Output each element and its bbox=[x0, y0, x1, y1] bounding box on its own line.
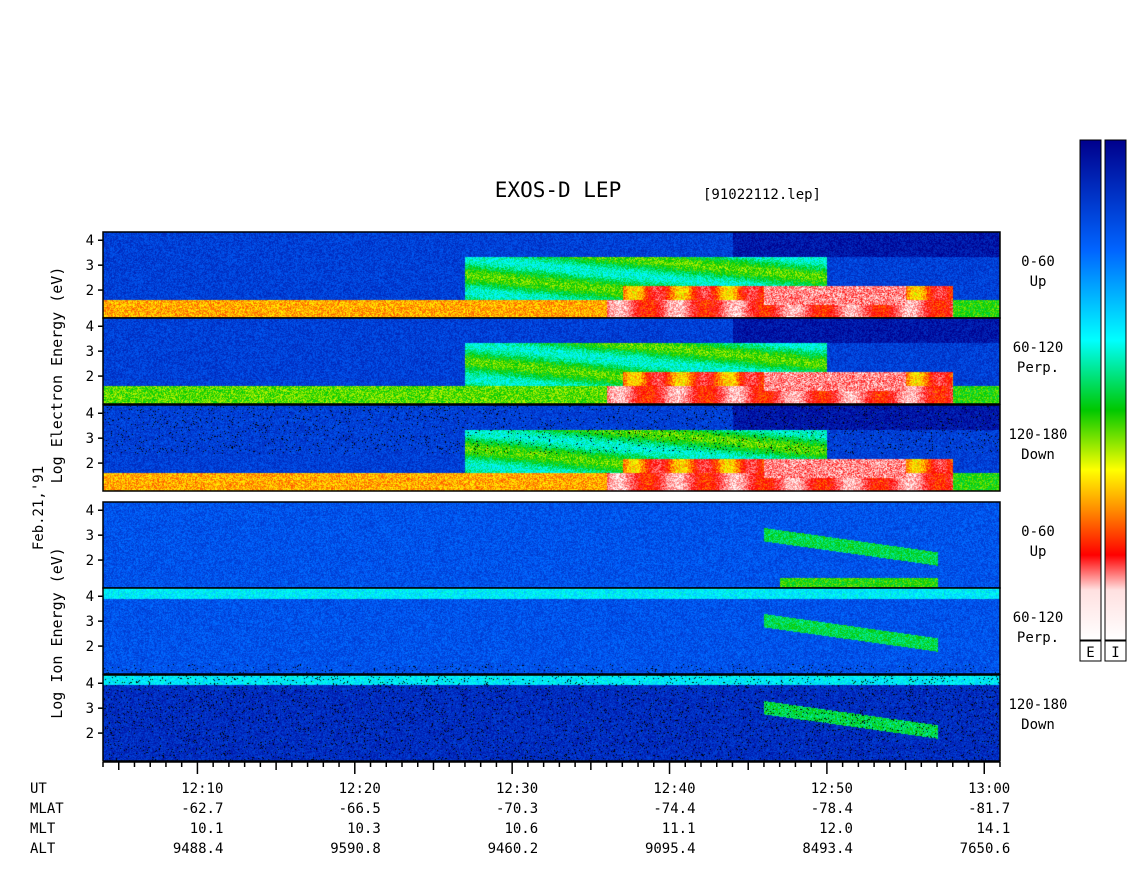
x-tick-label: 12:30 bbox=[496, 781, 538, 797]
panel-frame bbox=[102, 404, 1001, 492]
table-cell-mlt: 10.1 bbox=[190, 821, 224, 837]
pitch-label: 60-120 bbox=[1013, 610, 1064, 626]
pitch-label: 0-60 bbox=[1021, 524, 1055, 540]
y-tick-label: 3 bbox=[86, 614, 94, 630]
table-cell-mlat: -78.4 bbox=[811, 801, 853, 817]
electron-ylabel: Log Electron Energy (eV) bbox=[48, 267, 66, 484]
y-tick-label: 2 bbox=[86, 639, 94, 655]
colorbar-label-electron: E bbox=[1086, 645, 1094, 661]
ion-panel-2: 4 3 2 60-120 Perp. bbox=[86, 587, 1064, 675]
colorbar-ion bbox=[1104, 139, 1127, 641]
electron-spectrogram-3 bbox=[103, 405, 1000, 491]
ion-panel-3: 4 3 2 120-180 Down bbox=[86, 674, 1068, 762]
pitch-label: 0-60 bbox=[1021, 254, 1055, 270]
x-tick-label: 12:40 bbox=[653, 781, 695, 797]
electron-panel-3: 4 3 2 120-180 Down bbox=[86, 404, 1068, 492]
colorbar: E I bbox=[1079, 139, 1127, 662]
x-tick-label: 12:20 bbox=[339, 781, 381, 797]
table-cell-mlt: 12.0 bbox=[819, 821, 853, 837]
table-cell-mlt: 10.6 bbox=[504, 821, 538, 837]
row-label-alt: ALT bbox=[30, 841, 56, 857]
electron-panel-1: 4 3 2 0-60 Up bbox=[86, 231, 1055, 319]
panel-frame bbox=[102, 587, 1001, 675]
y-tick-label: 3 bbox=[86, 344, 94, 360]
y-tick-label: 4 bbox=[86, 319, 94, 335]
y-tick-label: 3 bbox=[86, 258, 94, 274]
row-label-mlat: MLAT bbox=[30, 801, 64, 817]
time-axis bbox=[102, 761, 1001, 774]
file-label: [91022112.lep] bbox=[703, 187, 821, 203]
electron-panel-2: 4 3 2 60-120 Perp. bbox=[86, 317, 1064, 405]
ion-panel-1: 4 3 2 0-60 Up bbox=[86, 501, 1055, 589]
spectrogram-panels: 4 3 2 0-60 Up 4 3 2 60-120 Perp. 4 3 2 120-180 Down 4 3 2… bbox=[86, 231, 1068, 762]
x-tick-label: 13:00 bbox=[968, 781, 1010, 797]
y-tick-label: 3 bbox=[86, 528, 94, 544]
panel-frame bbox=[102, 674, 1001, 762]
table-cell-mlat: -74.4 bbox=[653, 801, 695, 817]
colorbar-label-ion: I bbox=[1111, 645, 1119, 661]
table-cell-mlat: -81.7 bbox=[968, 801, 1010, 817]
y-tick-label: 3 bbox=[86, 431, 94, 447]
y-tick-label: 3 bbox=[86, 701, 94, 717]
colorbar-electron bbox=[1079, 139, 1102, 641]
table-cell-mlat: -62.7 bbox=[181, 801, 223, 817]
direction-label: Perp. bbox=[1017, 360, 1059, 376]
direction-label: Down bbox=[1021, 717, 1055, 733]
y-tick-label: 2 bbox=[86, 283, 94, 299]
ion-spectrogram-1 bbox=[103, 502, 1000, 588]
ion-spectrogram-3 bbox=[103, 675, 1000, 761]
x-tick-label: 12:10 bbox=[181, 781, 223, 797]
table-cell-alt: 9460.2 bbox=[488, 841, 539, 857]
pitch-label: 120-180 bbox=[1008, 427, 1067, 443]
panel-frame bbox=[102, 317, 1001, 405]
y-tick-label: 2 bbox=[86, 369, 94, 385]
row-label-mlt: MLT bbox=[30, 821, 56, 837]
ion-spectrogram-2 bbox=[103, 588, 1000, 674]
direction-label: Down bbox=[1021, 447, 1055, 463]
table-cell-alt: 8493.4 bbox=[802, 841, 853, 857]
y-tick-label: 4 bbox=[86, 233, 94, 249]
direction-label: Up bbox=[1030, 544, 1047, 560]
electron-spectrogram-2 bbox=[103, 318, 1000, 404]
table-cell-alt: 9590.8 bbox=[330, 841, 381, 857]
table-cell-mlt: 10.3 bbox=[347, 821, 381, 837]
y-tick-label: 2 bbox=[86, 726, 94, 742]
table-cell-mlt: 14.1 bbox=[977, 821, 1011, 837]
table-cell-alt: 9488.4 bbox=[173, 841, 224, 857]
table-cell-alt: 9095.4 bbox=[645, 841, 696, 857]
orbit-table: UT MLAT MLT ALT 12:10 -62.7 10.1 9488.4 12:20 -66… bbox=[30, 781, 1010, 857]
y-tick-label: 4 bbox=[86, 503, 94, 519]
ion-ylabel: Log Ion Energy (eV) bbox=[48, 547, 66, 719]
table-cell-mlat: -66.5 bbox=[339, 801, 381, 817]
y-tick-label: 2 bbox=[86, 553, 94, 569]
y-tick-label: 4 bbox=[86, 676, 94, 692]
x-tick-label: 12:50 bbox=[811, 781, 853, 797]
y-tick-label: 2 bbox=[86, 456, 94, 472]
chart-title: EXOS-D LEP bbox=[495, 178, 621, 202]
table-cell-mlt: 11.1 bbox=[662, 821, 696, 837]
table-cell-mlat: -70.3 bbox=[496, 801, 538, 817]
y-tick-label: 4 bbox=[86, 406, 94, 422]
table-cell-alt: 7650.6 bbox=[960, 841, 1011, 857]
direction-label: Perp. bbox=[1017, 630, 1059, 646]
direction-label: Up bbox=[1030, 274, 1047, 290]
y-tick-label: 4 bbox=[86, 589, 94, 605]
electron-spectrogram-1 bbox=[103, 232, 1000, 318]
date-label: Feb.21,'91 bbox=[31, 466, 47, 550]
row-label-ut: UT bbox=[30, 781, 47, 797]
pitch-label: 60-120 bbox=[1013, 340, 1064, 356]
pitch-label: 120-180 bbox=[1008, 697, 1067, 713]
